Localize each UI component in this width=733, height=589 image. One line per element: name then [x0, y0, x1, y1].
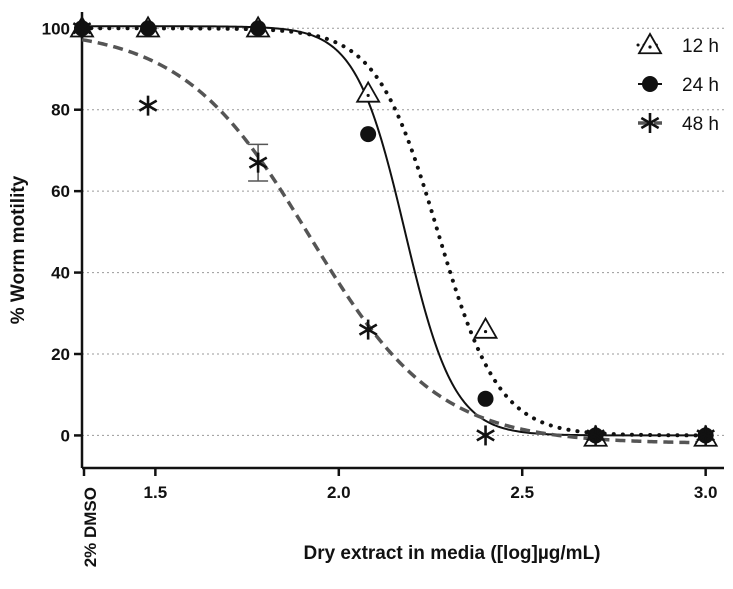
fit-curve-12h	[80, 26, 708, 438]
y-tick-label-20: 20	[51, 345, 70, 364]
legend-marker-24h-shape	[642, 76, 658, 92]
point-24h-3	[360, 126, 377, 143]
legend-label-24h: 24 h	[682, 75, 719, 96]
fit-curve-24h	[82, 25, 706, 437]
y-tick-label-0: 0	[61, 426, 70, 445]
point-12h-3-shape	[355, 80, 381, 103]
legend-item-24h: 24 h	[638, 75, 719, 96]
legend-label-48h: 48 h	[682, 114, 719, 135]
y-tick-label-40: 40	[51, 264, 70, 283]
legend: 12 h 24 h 48 h	[636, 32, 719, 135]
x-tick-label-3: 3.0	[694, 483, 718, 502]
point-12h-3	[355, 80, 381, 103]
legend-item-12h: 12 h	[636, 32, 719, 57]
x-axis-title: Dry extract in media ([log]µg/mL)	[303, 543, 600, 564]
fit-curves	[80, 25, 708, 445]
legend-marker-12h-dot	[648, 45, 652, 49]
legend-marker-48h	[640, 113, 660, 133]
point-48h-0-arm-2	[72, 22, 92, 35]
point-48h-3	[358, 319, 378, 340]
point-48h-6-arm-2	[696, 429, 715, 442]
y-axis-title: % Worm motility	[8, 175, 29, 324]
point-48h-0	[72, 18, 92, 39]
point-48h-2	[248, 152, 268, 173]
legend-marker-48h-arm-2	[640, 116, 660, 130]
legend-label-12h: 12 h	[682, 36, 719, 57]
y-tick-label-80: 80	[51, 101, 70, 120]
axes	[80, 12, 724, 470]
point-48h-2-arm-2	[248, 156, 268, 169]
point-24h-1	[140, 20, 157, 37]
x-tick-label-2: 2.0	[327, 483, 351, 502]
point-48h-1	[138, 95, 158, 116]
point-48h-5	[586, 425, 605, 446]
point-24h-2	[250, 20, 267, 37]
point-24h-2-shape	[250, 20, 267, 37]
x-tick-label-2.5: 2.5	[510, 483, 534, 502]
point-24h-4-shape	[477, 390, 494, 407]
point-48h-6	[696, 425, 715, 446]
point-48h-4-arm-2	[476, 429, 495, 442]
point-48h-5-arm-2	[586, 429, 605, 442]
x-tick-label-control: 2% DMSO	[81, 487, 100, 567]
fit-curve-48h	[81, 37, 706, 445]
legend-marker-24h	[642, 76, 658, 92]
point-12h-4-dot	[483, 329, 488, 334]
point-24h-4	[477, 390, 494, 407]
point-24h-3-shape	[360, 126, 377, 143]
point-12h-4-shape	[472, 316, 499, 339]
point-48h-3-arm-2	[358, 323, 378, 336]
legend-item-48h: 48 h	[638, 113, 719, 135]
point-12h-4	[472, 316, 499, 339]
point-48h-4	[476, 425, 495, 446]
point-48h-1-arm-2	[138, 99, 158, 112]
legend-marker-12h	[637, 32, 663, 55]
tick-marks: 0 20 40 60 80 100 1.5 2.0 2.5 3.0	[42, 19, 718, 502]
y-tick-label-100: 100	[42, 19, 70, 38]
data-markers	[69, 15, 719, 447]
y-tick-label-60: 60	[51, 182, 70, 201]
point-12h-3-dot	[366, 93, 370, 98]
legend-marker-12h-shape	[637, 32, 663, 55]
x-tick-label-1.5: 1.5	[144, 483, 168, 502]
point-24h-1-shape	[140, 20, 157, 37]
grid-lines	[82, 27, 724, 436]
